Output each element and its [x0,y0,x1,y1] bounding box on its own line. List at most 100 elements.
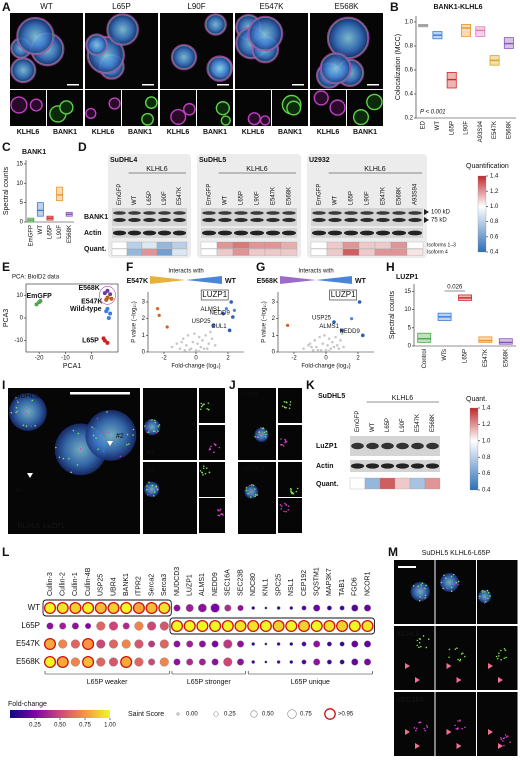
lane-label: L65P [349,191,355,205]
puncta [204,472,207,475]
cell-rim [215,101,230,116]
volcano-point [334,335,337,339]
protein-label: USP25 [192,319,212,325]
dot [276,660,281,664]
protein-label: BANK1 [123,573,130,596]
volcano-point [197,349,201,353]
blot [201,228,297,238]
volcano-point [324,349,328,352]
micrograph [278,462,302,497]
puncta [25,412,28,415]
gradient-wedge [150,276,186,284]
band [344,211,358,215]
band [234,211,248,215]
volcano-point [185,344,188,347]
puncta [199,408,202,411]
dot [313,640,321,648]
band [395,463,410,469]
dot [69,601,82,615]
lane-label: A93S94 [413,183,419,205]
row-label: BANK1 [84,214,108,221]
cell-rim [320,53,351,84]
volcano-point [286,323,290,327]
cell-nucleus [171,44,197,70]
puncta [448,648,451,651]
gradient-wedge [316,276,352,284]
puncta [504,734,507,736]
dot [264,660,268,664]
puncta [483,602,486,604]
group-label: L65P [82,338,99,345]
puncta [201,471,204,474]
y-tick-label: 10 [16,181,23,187]
puncta [249,496,252,498]
dot [173,658,181,666]
puncta [416,585,418,588]
box [56,186,64,202]
band [411,442,424,450]
puncta [249,484,251,487]
volcano-point [181,337,185,340]
x-tick-label: -2 [291,356,297,362]
protein-label: Cullin-2 [60,572,67,596]
puncta [218,514,221,517]
dot [234,619,247,633]
puncta [96,417,99,420]
band [396,442,409,450]
dot [121,639,131,649]
row-label: WT [28,603,41,612]
volcano-point [361,333,365,338]
dot [145,601,158,615]
puncta [16,400,19,402]
y-tick-label: 2 [272,316,276,322]
cell-nucleus [107,14,139,46]
colorbar-tick-label: 0.8 [490,219,499,225]
band [376,218,390,222]
puncta [70,471,73,474]
cell-rim [170,43,198,71]
cell-rim [366,93,383,111]
puncta [486,589,489,592]
puncta [425,646,428,649]
volcano-point [331,340,334,344]
cell-rim [329,99,346,116]
puncta [503,657,506,659]
band [351,442,364,450]
puncta [420,584,423,586]
volcano-point [232,308,236,312]
cell-rim [86,35,126,75]
panel-letter: J [229,378,236,392]
puncta [462,652,464,654]
volcano-point [339,339,342,342]
puncta [455,727,458,730]
x-tick-label: E568K [67,225,73,243]
dot [297,619,311,633]
pca-point [101,336,106,341]
puncta [255,493,257,496]
protein-label: MAP3K7 [326,568,333,596]
quant-cell [264,248,282,256]
dot [108,657,119,667]
dot [70,639,80,649]
panel-letter: M [388,545,398,559]
dot [147,621,157,631]
highlight-box [169,617,375,635]
cell-rim [141,112,154,126]
puncta [245,486,248,489]
puncta [10,411,13,414]
header-label: Interacts with [298,269,333,275]
pca-point [102,291,107,296]
condition-label: L65P [112,2,131,11]
blot [350,436,440,456]
cell-rim [85,33,109,57]
dot [326,641,332,647]
puncta [281,405,284,407]
band [218,218,232,222]
channel-label: KLHL6 [242,129,265,136]
puncta [459,658,462,661]
puncta [150,492,152,494]
dot [339,605,345,611]
panel-letter: I [2,378,5,392]
puncta [156,488,159,491]
panel-title: SuDHL5 KLHL6-L65P [422,550,491,557]
